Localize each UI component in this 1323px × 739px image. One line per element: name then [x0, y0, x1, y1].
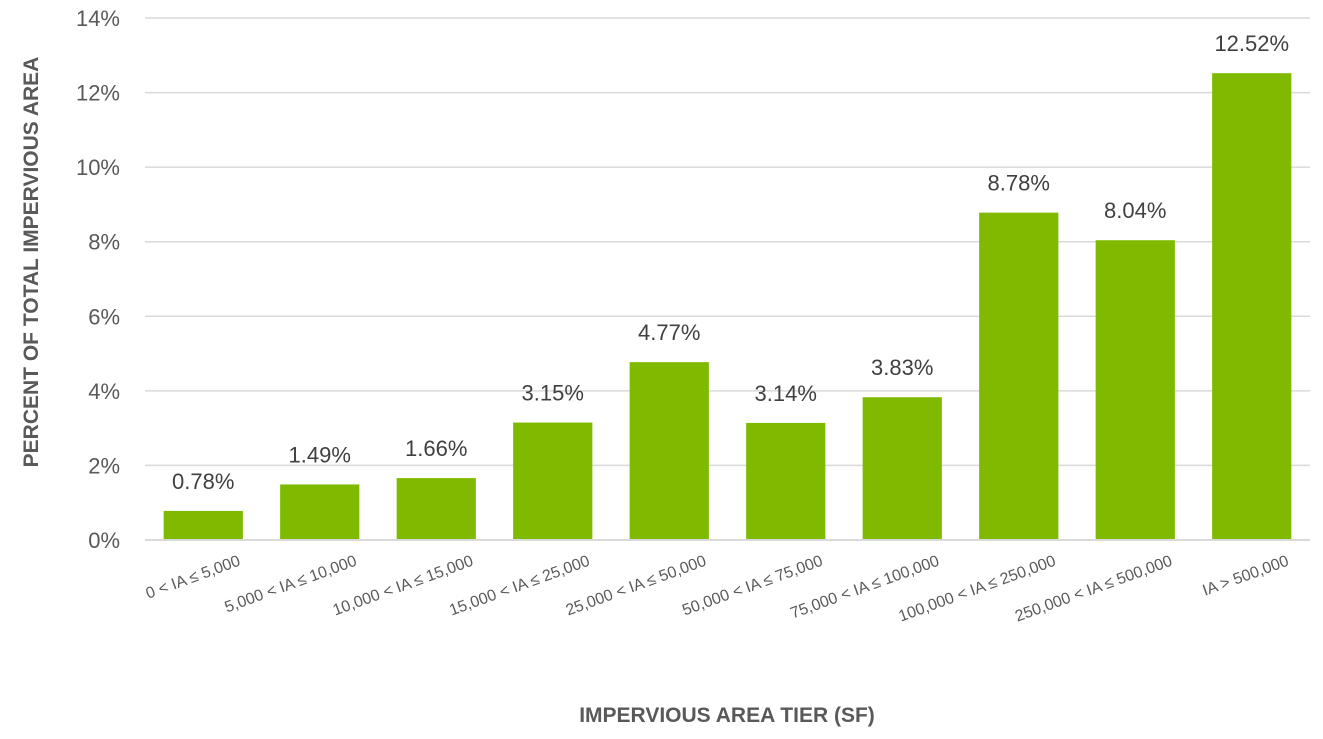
y-tick-label: 6% — [88, 304, 120, 329]
data-label: 8.04% — [1104, 198, 1166, 223]
y-tick-label: 10% — [76, 155, 120, 180]
x-tick-label: 0 < IA ≤ 5,000 — [144, 553, 243, 603]
bars — [163, 73, 1292, 541]
y-tick-label: 4% — [88, 379, 120, 404]
x-tick-label: IA > 500,000 — [1200, 553, 1291, 600]
data-labels: 0.78% 1.49% 1.66% 3.15% 4.77% 3.14% 3.83% 8.78%… — [172, 31, 1289, 494]
y-tick-label: 8% — [88, 230, 120, 255]
y-axis-title: PERCENT OF TOTAL IMPERVIOUS AREA — [20, 57, 43, 468]
data-label: 4.77% — [638, 320, 700, 345]
bar — [629, 362, 709, 540]
bar — [862, 397, 942, 540]
y-tick-label: 14% — [76, 6, 120, 31]
data-label: 0.78% — [172, 469, 234, 494]
bar — [746, 422, 826, 540]
bar — [1095, 240, 1175, 541]
bar — [979, 212, 1059, 541]
data-label: 1.49% — [289, 442, 351, 467]
data-label: 3.83% — [871, 355, 933, 380]
data-label: 8.78% — [988, 171, 1050, 196]
data-label: 3.14% — [755, 381, 817, 406]
bar — [163, 510, 243, 540]
bar — [513, 422, 593, 540]
y-axis-ticks: 0% 2% 4% 6% 8% 10% 12% 14% — [76, 6, 120, 553]
y-tick-label: 0% — [88, 528, 120, 553]
y-tick-label: 12% — [76, 81, 120, 106]
bar — [396, 478, 476, 540]
gridlines — [145, 17, 1310, 467]
data-label: 1.66% — [405, 436, 467, 461]
bar — [280, 484, 360, 540]
data-label: 3.15% — [522, 381, 584, 406]
bar — [1212, 73, 1292, 540]
x-axis-title: IMPERVIOUS AREA TIER (SF) — [579, 704, 875, 727]
y-tick-label: 2% — [88, 453, 120, 478]
data-label: 12.52% — [1214, 31, 1289, 56]
